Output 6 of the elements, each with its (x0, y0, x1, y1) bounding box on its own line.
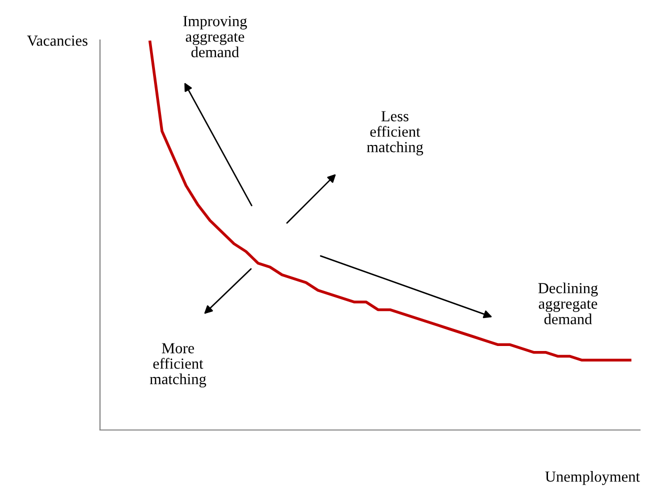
annotation: Declining aggregate demand (538, 282, 598, 324)
annotation: Improving aggregate demand (183, 16, 247, 58)
annotation: More efficient matching (150, 343, 206, 388)
y-axis-title: Vacancies (27, 36, 88, 46)
annotation: Less efficient matching (366, 111, 424, 156)
x-axis-title: Unemployment (545, 471, 640, 485)
